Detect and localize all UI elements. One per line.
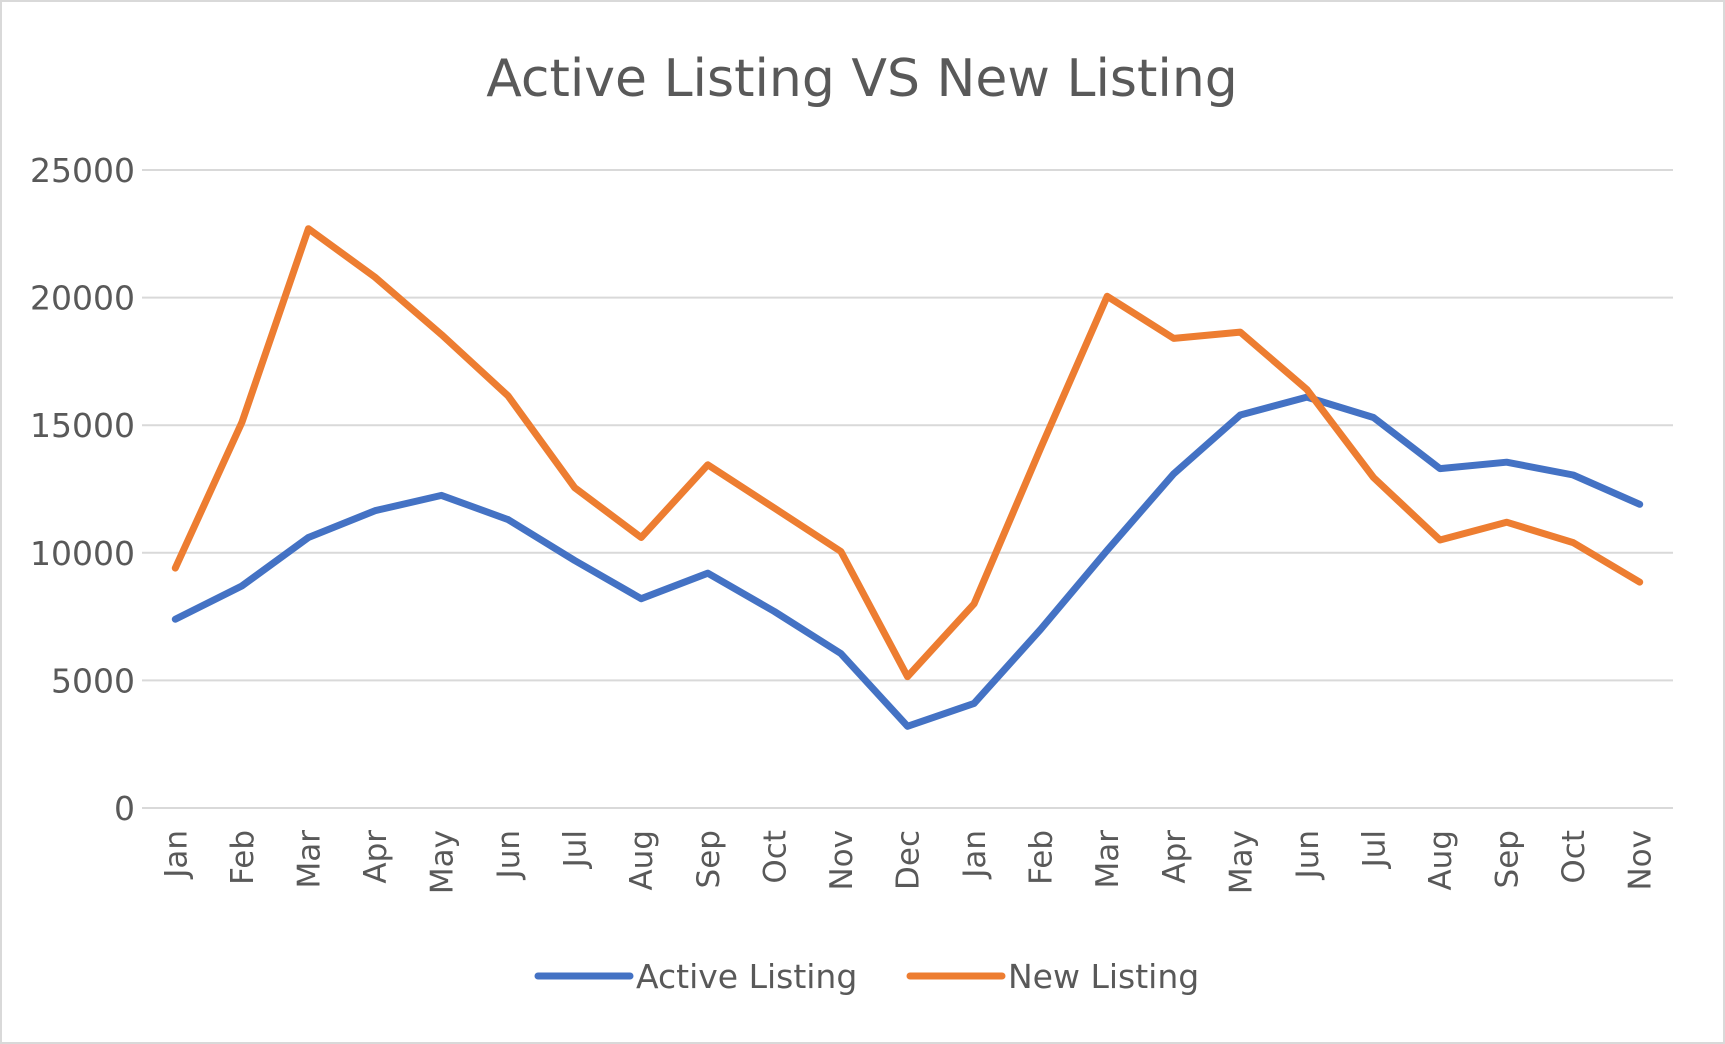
x-tick-label: Jun <box>1290 830 1326 880</box>
x-tick-label: Aug <box>1423 830 1459 891</box>
legend-label: New Listing <box>1008 957 1199 996</box>
y-tick-label: 0 <box>114 789 135 828</box>
y-tick-label: 15000 <box>30 406 135 445</box>
x-tick-label: May <box>1223 830 1259 894</box>
x-tick-label: Apr <box>358 830 394 884</box>
legend-label: Active Listing <box>636 957 857 996</box>
x-tick-label: Feb <box>225 830 261 885</box>
x-tick-label: May <box>425 830 461 894</box>
x-tick-label: Sep <box>1490 830 1526 888</box>
x-tick-label: Oct <box>757 830 793 884</box>
y-tick-label: 20000 <box>30 279 135 318</box>
series-line-active-listing <box>171 393 1644 730</box>
x-tick-label: Jul <box>558 830 594 869</box>
y-tick-label: 5000 <box>51 661 135 700</box>
x-tick-label: Oct <box>1556 830 1592 884</box>
chart-title: Active Listing VS New Listing <box>486 49 1238 109</box>
x-tick-label: Jul <box>1356 830 1392 869</box>
x-tick-label: Jun <box>491 830 527 880</box>
x-tick-label: Mar <box>1090 830 1126 889</box>
x-axis: Jan Feb Mar Apr May Jun Jul Aug Sep Oct Nov Dec Jan F… <box>158 830 1658 894</box>
x-tick-label: Apr <box>1157 830 1193 884</box>
x-tick-label: Dec <box>891 830 927 890</box>
series-lines <box>171 225 1644 730</box>
x-tick-label: Nov <box>1623 830 1659 891</box>
x-tick-label: Nov <box>824 830 860 891</box>
x-tick-label: Jan <box>957 830 993 880</box>
x-tick-label: Feb <box>1024 830 1060 885</box>
x-tick-label: Jan <box>158 830 194 880</box>
x-tick-label: Aug <box>624 830 660 891</box>
y-axis: 0 5000 10000 15000 20000 25000 <box>30 151 135 828</box>
series-line-new-listing <box>171 225 1644 681</box>
y-tick-label: 10000 <box>30 534 135 573</box>
y-tick-label: 25000 <box>30 151 135 190</box>
legend: Active Listing New Listing <box>534 957 1199 996</box>
x-tick-label: Mar <box>291 830 327 889</box>
gridlines <box>142 169 1673 809</box>
x-tick-label: Sep <box>691 830 727 888</box>
